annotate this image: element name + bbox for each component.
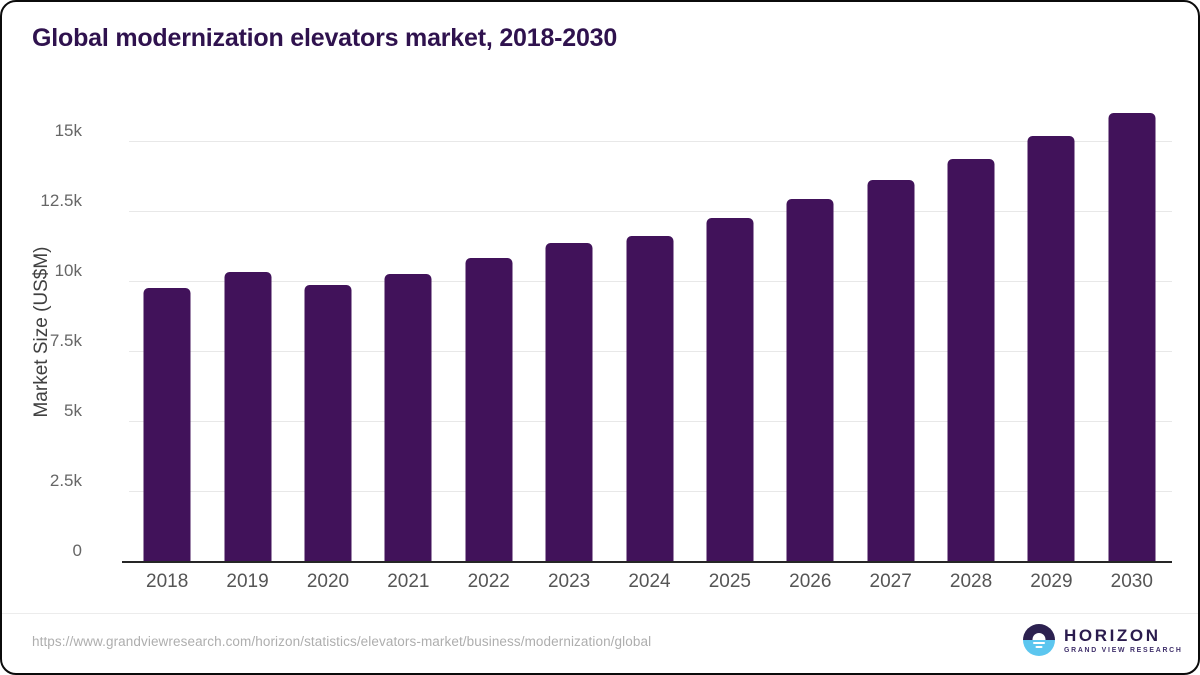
x-tick-label: 2020	[306, 571, 350, 592]
logo-brand: HORIZON	[1064, 625, 1161, 645]
bar-2024	[626, 235, 673, 562]
bar-2026	[786, 199, 834, 562]
sun-dome-shape	[1032, 633, 1046, 640]
bar-2030	[1108, 112, 1156, 562]
bar-2029	[1027, 136, 1075, 562]
logo-subtitle: GRAND VIEW RESEARCH	[1064, 646, 1183, 654]
x-tick-label: 2025	[708, 571, 752, 592]
x-axis-labels: 2018 2019 2020 2021 2022 2023 2024 2025 2026 2027…	[127, 571, 1172, 595]
bar-2027	[867, 179, 915, 562]
y-tick-label: 15k	[54, 121, 82, 140]
x-tick-label: 2029	[1030, 571, 1073, 592]
plot-area: 0 2.5k 5k 7.5k 10k 12.5k 15k	[40, 102, 1172, 562]
y-tick-label: 0	[72, 541, 82, 560]
horizon-line-shape	[1033, 642, 1045, 644]
y-tick-label: 10k	[54, 261, 82, 280]
chart-title: Global modernization elevators market, 2…	[32, 24, 618, 52]
gridline	[129, 211, 1172, 212]
y-tick-label: 12.5k	[40, 191, 82, 210]
bar-2019	[224, 272, 272, 562]
footer-divider	[2, 613, 1198, 614]
bar-2022	[465, 258, 513, 562]
horizon-logo: HORIZON GRAND VIEW RESEARCH	[1023, 624, 1183, 656]
y-tick-label: 7.5k	[49, 331, 82, 350]
bar-2020	[304, 284, 352, 562]
horizon-line-shape	[1035, 646, 1043, 648]
x-axis-line	[122, 561, 1172, 563]
bar-2028	[947, 158, 995, 562]
source-url: https://www.grandviewresearch.com/horizo…	[32, 634, 652, 649]
y-tick-label: 5k	[64, 401, 82, 420]
x-tick-label: 2019	[226, 571, 269, 592]
x-tick-label: 2021	[387, 571, 430, 592]
x-tick-label: 2026	[789, 571, 832, 592]
bar-2023	[545, 242, 593, 562]
horizon-logo-icon	[1023, 624, 1055, 656]
x-tick-label: 2030	[1110, 571, 1153, 592]
gridline	[129, 141, 1172, 142]
bar-2018	[143, 287, 191, 562]
y-tick-label: 2.5k	[49, 471, 82, 490]
x-tick-label: 2027	[869, 571, 912, 592]
x-tick-label: 2018	[146, 571, 189, 592]
x-tick-label: 2023	[547, 571, 591, 592]
bar-2025	[706, 217, 754, 562]
x-tick-label: 2028	[949, 571, 993, 592]
x-tick-label: 2022	[467, 571, 510, 592]
x-tick-label: 2024	[628, 571, 671, 592]
logo-text: HORIZON GRAND VIEW RESEARCH	[1064, 625, 1183, 654]
bar-2021	[384, 273, 432, 562]
